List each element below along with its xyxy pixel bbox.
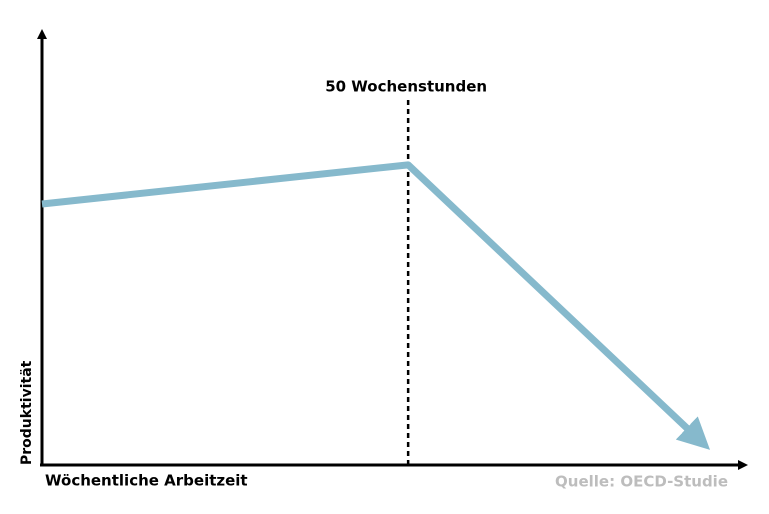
y-axis-label: Produktivität: [19, 360, 35, 465]
source-note: Quelle: OECD-Studie: [555, 473, 728, 491]
data-line: [41, 161, 711, 450]
x-axis-label: Wöchentliche Arbeitzeit: [45, 472, 248, 490]
annotation-label: 50 Wochenstunden: [325, 78, 487, 96]
